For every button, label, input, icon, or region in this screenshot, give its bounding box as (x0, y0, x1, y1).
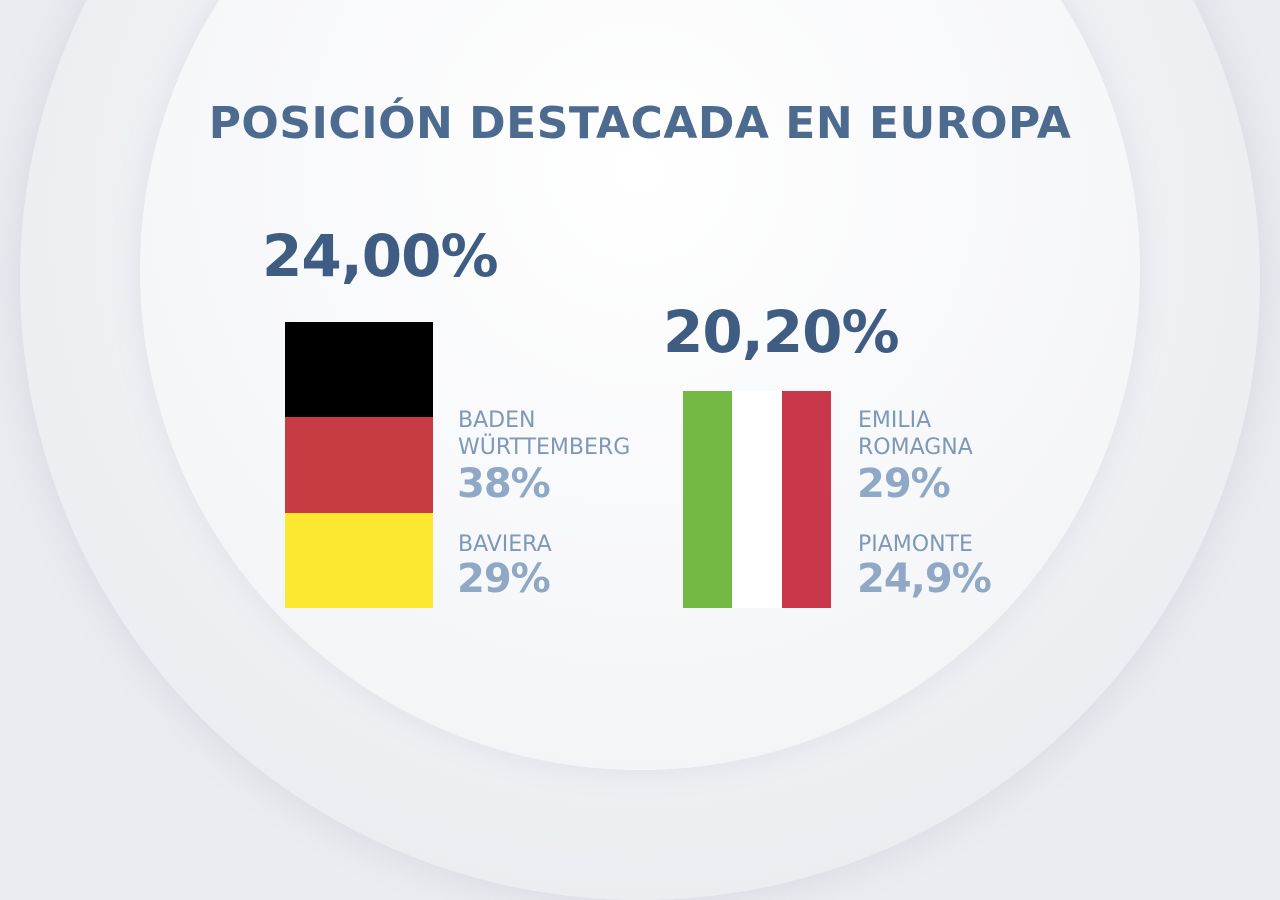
region-value-piamonte: 24,9% (857, 556, 992, 602)
page-title: POSICIÓN DESTACADA EN EUROPA (208, 98, 1072, 149)
region-label-baviera: BAVIERA (458, 532, 552, 557)
region-label-piamonte: PIAMONTE (858, 532, 973, 557)
germany-flag-stripe-2 (285, 417, 433, 513)
region-label-emilia-romagna: EMILIA ROMAGNA (858, 408, 973, 460)
region-value-baden-wurttemberg: 38% (457, 461, 551, 507)
germany-flag (285, 322, 433, 608)
germany-flag-stripe-1 (285, 322, 433, 418)
region-label-baden-wurttemberg: BADEN WÜRTTEMBERG (458, 408, 631, 460)
germany-flag-stripe-3 (285, 512, 433, 608)
italy-flag-stripe-3 (781, 391, 831, 608)
region-value-baviera: 29% (457, 556, 551, 602)
italy-flag-stripe-2 (732, 391, 782, 608)
region-value-emilia-romagna: 29% (857, 461, 951, 507)
italy-flag-stripe-1 (683, 391, 733, 608)
italy-percentage: 20,20% (663, 298, 900, 366)
italy-flag (683, 391, 831, 608)
germany-percentage: 24,00% (262, 222, 499, 290)
